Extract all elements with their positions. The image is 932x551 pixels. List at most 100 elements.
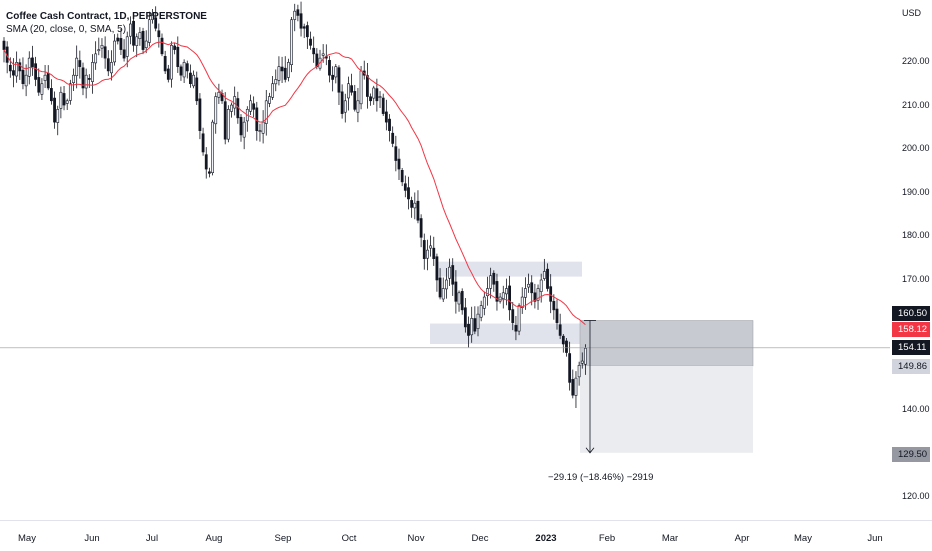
candle-up: [334, 66, 338, 78]
candle-up: [138, 32, 142, 39]
candle-up: [217, 91, 221, 98]
candle-down: [555, 308, 559, 323]
candle-up: [359, 70, 363, 105]
candle-up: [441, 288, 445, 300]
candle-up: [56, 109, 60, 123]
candle-down: [388, 118, 391, 131]
time-tick: Apr: [734, 533, 750, 544]
symbol-title[interactable]: Coffee Cash Contract, 1D, PEPPERSTONE: [6, 11, 207, 22]
candle-down: [176, 46, 180, 67]
candle-up: [40, 83, 44, 95]
last-price-tag: 154.11: [892, 340, 930, 355]
candle-up: [372, 87, 376, 99]
candle-down: [514, 325, 518, 332]
candle-up: [457, 292, 461, 305]
candle-down: [438, 277, 442, 298]
candle-down: [460, 291, 464, 311]
candle-down: [166, 68, 170, 80]
candle-up: [68, 83, 72, 101]
sma-line: [3, 41, 586, 325]
candle-up: [542, 271, 546, 279]
candle-up: [75, 57, 79, 77]
candle-down: [353, 91, 357, 110]
candle-up: [125, 36, 129, 57]
candle-up: [242, 121, 246, 138]
candle-down: [530, 282, 534, 294]
candle-down: [315, 53, 319, 67]
candle-down: [53, 97, 56, 123]
candle-down: [546, 268, 549, 289]
candle-down: [391, 132, 395, 144]
candle-down: [403, 183, 407, 191]
candle-up: [501, 292, 505, 299]
sma-value-tag: 158.12: [892, 322, 930, 337]
candle-down: [416, 200, 420, 221]
time-axis[interactable]: May Jun Jul Aug Sep Oct Nov Dec 2023 Feb…: [0, 520, 932, 551]
candle-down: [116, 37, 120, 42]
candle-up: [271, 83, 275, 98]
candle-down: [31, 57, 34, 67]
stop-zone: [579, 320, 754, 367]
candle-down: [410, 200, 414, 208]
candle-up: [520, 296, 524, 308]
candle-up: [144, 40, 148, 49]
candle-down: [141, 30, 145, 50]
candle-down: [201, 133, 205, 153]
candle-down: [549, 286, 553, 302]
time-tick: May: [18, 533, 36, 544]
candle-up: [536, 288, 540, 301]
target-bottom-tag: 129.50: [892, 447, 930, 462]
candle-down: [375, 88, 379, 102]
time-tick: Dec: [471, 533, 489, 544]
candle-up: [135, 36, 139, 46]
resistance-zone: [437, 261, 582, 277]
target-top-tag: 160.50: [892, 306, 930, 321]
candle-down: [34, 63, 38, 80]
candle-down: [337, 67, 341, 93]
time-tick: Aug: [205, 533, 223, 544]
candle-down: [467, 323, 470, 336]
candle-up: [24, 74, 28, 87]
candle-down: [533, 292, 537, 302]
price-tick: 170.00: [902, 274, 930, 284]
candle-down: [568, 353, 572, 383]
time-tick: Oct: [341, 533, 357, 544]
candle-down: [185, 63, 189, 72]
candle-up: [293, 10, 297, 20]
price-tick: 120.00: [902, 491, 930, 501]
candle-down: [552, 301, 556, 311]
candle-up: [129, 23, 132, 37]
candle-up: [527, 283, 530, 288]
candle-down: [195, 77, 199, 102]
candle-down: [296, 9, 300, 16]
support-zone: [430, 323, 580, 344]
candle-down: [103, 46, 107, 59]
candle-down: [280, 66, 284, 72]
candle-down: [198, 98, 202, 131]
candle-down: [78, 60, 82, 67]
candle-up: [97, 49, 101, 52]
candle-up: [226, 109, 230, 140]
candle-down: [400, 170, 404, 183]
candle-down: [508, 285, 512, 311]
measure-arrow-head: [585, 447, 595, 454]
candle-down: [173, 45, 177, 50]
candle-down: [365, 75, 369, 97]
candle-down: [571, 379, 575, 396]
candle-down: [189, 72, 192, 85]
chart-area[interactable]: Coffee Cash Contract, 1D, PEPPERSTONE SM…: [0, 0, 890, 520]
price-tick: 200.00: [902, 143, 930, 153]
candle-down: [381, 97, 385, 114]
candle-down: [463, 307, 467, 328]
candle-up: [100, 45, 104, 49]
price-axis[interactable]: USD 220.00 210.00 200.00 190.00 180.00 1…: [890, 0, 932, 520]
candle-up: [230, 104, 233, 112]
candle-up: [584, 347, 587, 365]
candle-up: [429, 245, 433, 249]
candle-down: [394, 146, 398, 161]
candle-up: [211, 121, 214, 174]
candle-down: [255, 107, 259, 131]
chart-canvas[interactable]: [0, 0, 890, 520]
candle-down: [154, 17, 158, 29]
sma-indicator-label[interactable]: SMA (20, close, 0, SMA, 5): [6, 24, 127, 35]
